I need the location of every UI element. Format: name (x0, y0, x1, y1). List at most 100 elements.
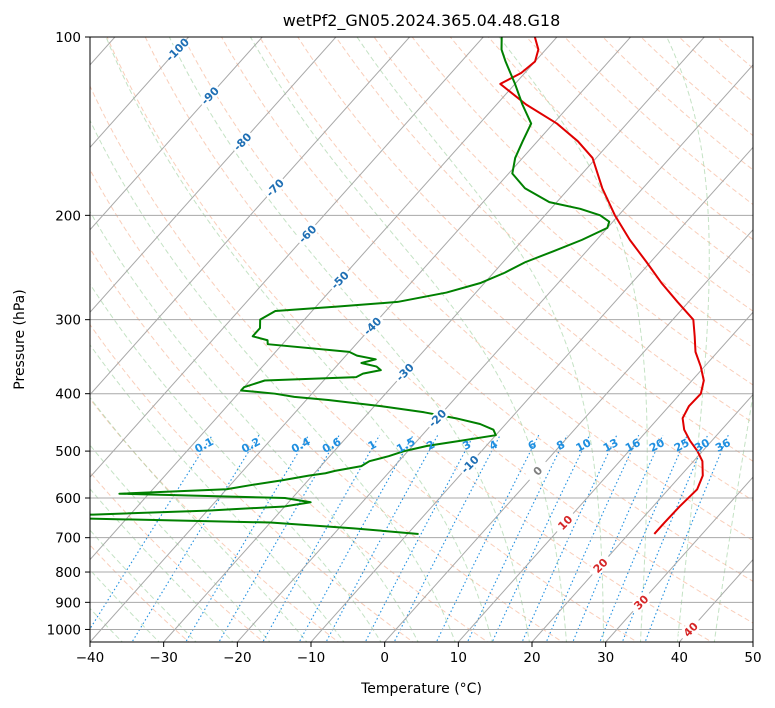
y-tick-label: 200 (55, 208, 81, 224)
y-tick-label: 100 (55, 30, 81, 46)
dry-adiabat-line (640, 37, 753, 137)
pressure-gridlines (90, 37, 753, 630)
isotherm-label-bg (457, 451, 483, 478)
dry-adiabat-line (335, 37, 753, 424)
mixing-ratio-line (185, 434, 310, 642)
isotherm-label-bg (552, 509, 578, 536)
mixing-ratio-line (325, 434, 439, 642)
x-tick-label: 50 (744, 650, 761, 666)
isotherm-line (90, 37, 190, 149)
moist-adiabat-line (90, 529, 197, 642)
mixing-ratio-line (435, 434, 540, 642)
moist-adiabat-line (90, 283, 382, 642)
mixing-ratio-label: 25 (672, 436, 692, 455)
isotherm-line (90, 37, 558, 561)
isotherm-label-bg (262, 175, 288, 201)
dry-adiabats (90, 37, 753, 642)
dry-adiabat-line (106, 37, 713, 642)
isotherm-line (457, 311, 753, 642)
isotherm-label-bg (677, 616, 704, 642)
mixing-ratio-line (262, 434, 381, 642)
y-tick-label: 500 (55, 444, 81, 460)
mixing-ratio-label: 30 (692, 436, 712, 455)
x-tick-label: −10 (297, 650, 326, 666)
dry-adiabat-line (411, 37, 753, 349)
isotherm-label-bg (359, 313, 386, 339)
profile-series (90, 37, 705, 535)
plot-frame (89, 36, 754, 643)
x-tick-label: 10 (450, 650, 467, 666)
mixing-ratio-line (90, 434, 213, 630)
mixing-ratio-line (131, 434, 260, 642)
x-axis-label: Temperature (°C) (360, 681, 482, 697)
isotherm-label-bg (164, 37, 191, 63)
y-tick-label: 400 (55, 387, 81, 403)
dry-adiabat-line (182, 37, 753, 582)
isotherm-line (90, 37, 337, 313)
x-tick-label: 30 (597, 650, 614, 666)
mixing-ratio-label: 13 (601, 436, 621, 455)
dewpoint-profile-line (90, 37, 611, 535)
isotherm-line (90, 37, 484, 478)
moist-adiabat-line (90, 396, 308, 642)
x-tick-label: −20 (223, 650, 252, 666)
x-tick-label: −40 (76, 650, 105, 666)
y-axis-label: Pressure (hPa) (12, 289, 28, 389)
isotherm-line (162, 37, 705, 642)
axes: −40 −30 −20 −10 0 10 20 30 40 50 100 200 300 400 500 60… (47, 30, 762, 666)
dry-adiabat-line (564, 37, 753, 206)
y-tick-label: 800 (55, 565, 81, 581)
y-tick-label: 1000 (47, 622, 81, 638)
isotherm-label-bg (392, 359, 418, 385)
isotherm-label-bg (424, 405, 451, 431)
isotherm-label-bg (587, 552, 614, 579)
y-tick-label: 300 (55, 313, 81, 329)
x-tick-label: 0 (380, 650, 389, 666)
dry-adiabat-line (487, 37, 753, 276)
mixing-ratio-line (218, 434, 340, 642)
plot-area: 0.1 0.2 0.4 0.6 1 1.5 2 3 4 6 8 10 13 16 20 25 30 36-100-… (90, 37, 753, 642)
mixing-ratio-line (491, 434, 591, 642)
mixing-ratio-line (298, 434, 414, 642)
mixing-ratio-label: 36 (713, 436, 733, 455)
dry-adiabat-line (90, 471, 265, 642)
mixing-ratio-label: 16 (623, 436, 643, 455)
mixing-ratio-label: 10 (574, 436, 594, 455)
x-tick-label: 20 (523, 650, 540, 666)
y-tick-label: 700 (55, 531, 81, 547)
mixing-ratio-line (644, 434, 729, 642)
isotherm-line (236, 64, 753, 642)
y-tick-label: 600 (55, 491, 81, 507)
isotherm-label-bg (197, 82, 223, 109)
mixing-ratio-line (521, 434, 618, 642)
isotherm-line (90, 37, 411, 396)
dry-adiabat-line (90, 84, 639, 642)
isotherm-label-bg (524, 458, 551, 484)
mixing-ratio-line (466, 434, 568, 642)
mixing-ratio-line (621, 434, 709, 642)
isotherm-label-bg (294, 221, 321, 247)
y-tick-label: 900 (55, 595, 81, 611)
isotherm-line (90, 37, 263, 231)
moist-adiabat-line (90, 210, 419, 642)
isotherm-line (310, 146, 753, 642)
isotherm-label-bg (229, 128, 256, 155)
mixing-ratio-label: 20 (647, 436, 667, 455)
chart-title: wetPf2_GN05.2024.365.04.48.G18 (283, 11, 561, 31)
mixing-ratio-lines (90, 434, 729, 642)
isotherm-label-bg (628, 589, 654, 616)
mixing-ratio-line (364, 434, 475, 642)
isotherm-label-bg (327, 267, 353, 293)
isotherm-line (383, 229, 753, 642)
dry-adiabat-line (144, 37, 753, 624)
x-tick-label: −30 (149, 650, 178, 666)
moist-adiabat-line (90, 569, 160, 642)
dry-adiabat-line (90, 168, 564, 642)
isotherm-line (604, 476, 753, 642)
temperature-profile-line (499, 37, 705, 535)
x-tick-label: 40 (671, 650, 688, 666)
dry-adiabat-line (297, 37, 753, 462)
isotherm-line (531, 393, 753, 642)
